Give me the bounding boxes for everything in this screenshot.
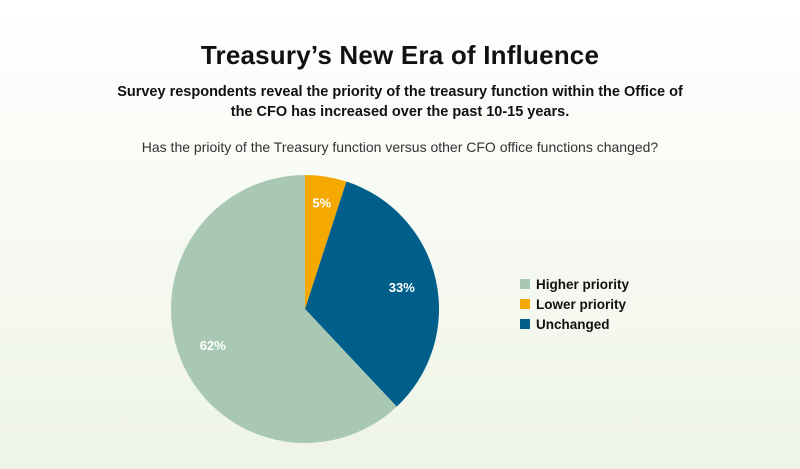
legend-item-lower-priority: Lower priority [520, 294, 629, 314]
survey-question: Has the prioity of the Treasury function… [141, 139, 659, 155]
slice-label-unchanged: 33% [389, 280, 415, 295]
pie-slice-lower-priority [305, 175, 347, 309]
legend-swatch-unchanged [520, 319, 530, 329]
slice-label-higher-priority: 62% [200, 338, 226, 353]
legend-label-unchanged: Unchanged [536, 316, 610, 332]
chart-legend: Higher priority Lower priority Unchanged [520, 274, 629, 334]
chart-title: Treasury’s New Era of Influence [200, 40, 600, 70]
legend-swatch-lower-priority [520, 299, 530, 309]
legend-item-higher-priority: Higher priority [520, 274, 629, 294]
legend-label-higher-priority: Higher priority [536, 276, 630, 292]
legend-label-lower-priority: Lower priority [536, 296, 627, 312]
chart-subtitle: Survey respondents reveal the priority o… [117, 84, 683, 120]
slice-label-lower-priority: 5% [312, 196, 331, 211]
pie-slice-higher-priority [170, 175, 397, 443]
legend-swatch-higher-priority [520, 279, 530, 289]
pie-slice-unchanged [305, 181, 439, 407]
legend-item-unchanged: Unchanged [520, 314, 629, 334]
